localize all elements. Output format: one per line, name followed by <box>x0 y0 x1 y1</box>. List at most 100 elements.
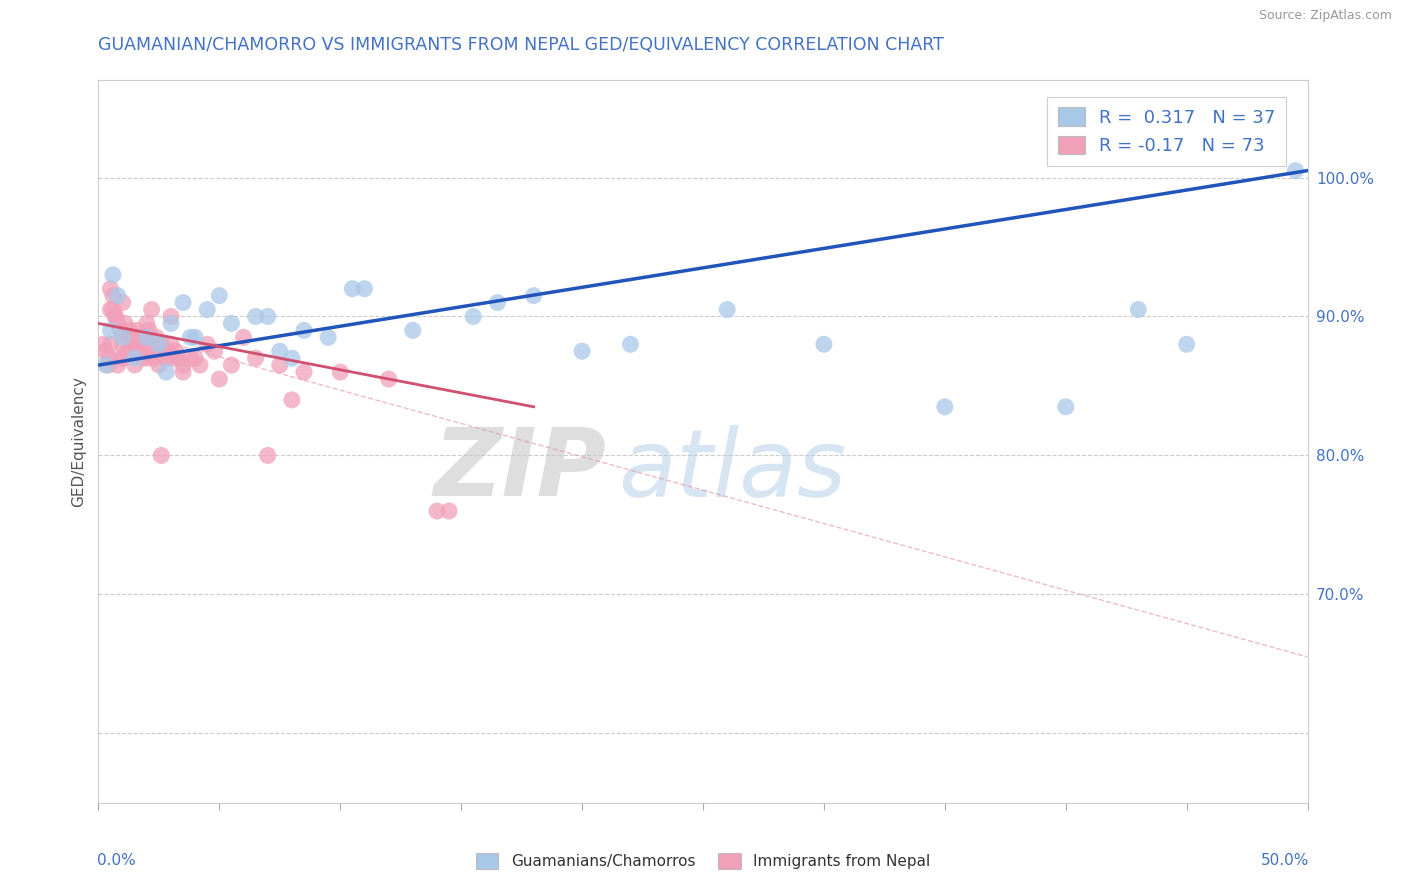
Point <box>155 351 177 366</box>
Point <box>135 330 157 344</box>
Point <box>934 400 956 414</box>
Point <box>160 310 183 324</box>
Point <box>160 337 183 351</box>
Point <box>97 351 120 366</box>
Point <box>107 288 129 302</box>
Point <box>256 310 278 324</box>
Point <box>162 351 184 366</box>
Point <box>281 351 304 366</box>
Point <box>155 365 177 379</box>
Point <box>148 337 170 351</box>
Text: 50.0%: 50.0% <box>1260 854 1309 869</box>
Point <box>571 344 593 359</box>
Point <box>281 392 304 407</box>
Point <box>426 504 449 518</box>
Point <box>208 288 231 302</box>
Text: Source: ZipAtlas.com: Source: ZipAtlas.com <box>1258 9 1392 22</box>
Point <box>101 302 124 317</box>
Point <box>111 295 134 310</box>
Point <box>111 330 134 344</box>
Point <box>256 449 278 463</box>
Point <box>167 351 190 366</box>
Point <box>94 358 117 372</box>
Point <box>342 282 364 296</box>
Point <box>128 330 150 344</box>
Point <box>108 351 131 366</box>
Point <box>152 344 174 359</box>
Point <box>486 295 509 310</box>
Point <box>813 337 835 351</box>
Point <box>94 344 117 359</box>
Point <box>523 288 546 302</box>
Point <box>716 302 738 317</box>
Point <box>184 351 207 366</box>
Point <box>134 337 156 351</box>
Point <box>463 310 485 324</box>
Point <box>172 365 194 379</box>
Point <box>179 351 201 366</box>
Point <box>1054 400 1077 414</box>
Text: GUAMANIAN/CHAMORRO VS IMMIGRANTS FROM NEPAL GED/EQUIVALENCY CORRELATION CHART: GUAMANIAN/CHAMORRO VS IMMIGRANTS FROM NE… <box>98 36 945 54</box>
Point <box>155 344 177 359</box>
Point <box>1284 163 1306 178</box>
Point <box>100 302 122 317</box>
Point <box>101 268 124 282</box>
Point <box>117 344 139 359</box>
Legend: Guamanians/Chamorros, Immigrants from Nepal: Guamanians/Chamorros, Immigrants from Ne… <box>470 847 936 875</box>
Point <box>91 337 114 351</box>
Point <box>292 365 315 379</box>
Point <box>143 351 166 366</box>
Point <box>619 337 641 351</box>
Point <box>101 288 124 302</box>
Point <box>104 310 127 324</box>
Point <box>114 317 136 331</box>
Point <box>316 330 339 344</box>
Point <box>172 358 194 372</box>
Point <box>221 317 243 331</box>
Point <box>97 358 120 372</box>
Point <box>100 337 122 351</box>
Point <box>100 323 122 337</box>
Point <box>135 330 157 344</box>
Point <box>160 317 183 331</box>
Point <box>179 330 201 344</box>
Point <box>148 358 170 372</box>
Point <box>353 282 375 296</box>
Point <box>145 330 167 344</box>
Point <box>118 344 141 359</box>
Point <box>111 337 134 351</box>
Point <box>150 337 173 351</box>
Legend: R =  0.317   N = 37, R = -0.17   N = 73: R = 0.317 N = 37, R = -0.17 N = 73 <box>1047 96 1286 166</box>
Point <box>402 323 425 337</box>
Point <box>141 337 163 351</box>
Point <box>131 351 153 366</box>
Point <box>135 317 157 331</box>
Text: 0.0%: 0.0% <box>97 854 136 869</box>
Point <box>117 330 139 344</box>
Point <box>437 504 460 518</box>
Point <box>245 310 267 324</box>
Point <box>118 323 141 337</box>
Point <box>188 358 211 372</box>
Point <box>135 351 157 366</box>
Point <box>208 372 231 386</box>
Text: atlas: atlas <box>619 425 846 516</box>
Point <box>269 358 291 372</box>
Point <box>292 323 315 337</box>
Point <box>195 337 218 351</box>
Point <box>124 344 146 359</box>
Point <box>269 344 291 359</box>
Point <box>127 323 149 337</box>
Point <box>184 330 207 344</box>
Point <box>104 310 127 324</box>
Point <box>111 351 134 366</box>
Point <box>108 323 131 337</box>
Text: ZIP: ZIP <box>433 425 606 516</box>
Point <box>329 365 352 379</box>
Point <box>138 323 160 337</box>
Point <box>131 344 153 359</box>
Point <box>141 302 163 317</box>
Point <box>232 330 254 344</box>
Point <box>150 449 173 463</box>
Point <box>195 302 218 317</box>
